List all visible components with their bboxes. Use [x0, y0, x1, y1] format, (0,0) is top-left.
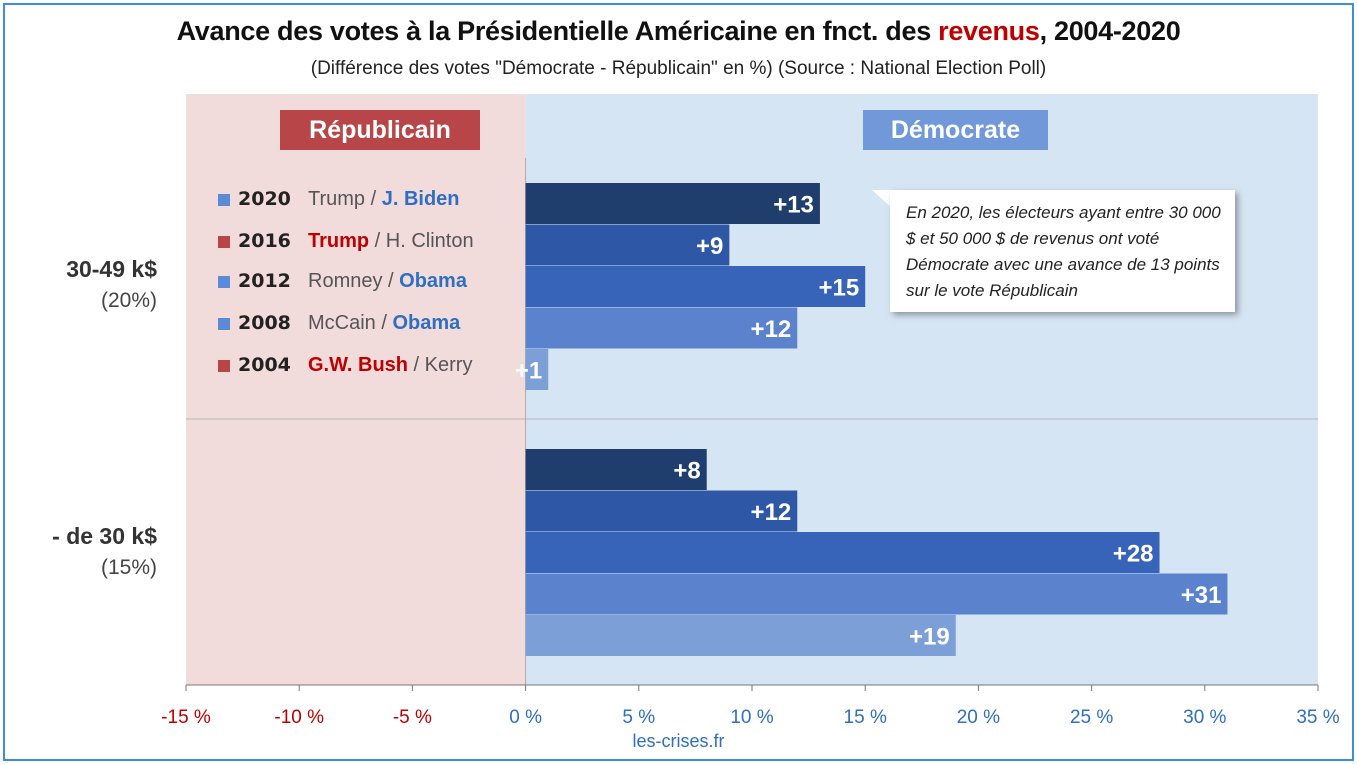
legend-year: 2008 — [238, 312, 291, 334]
legend-swatch — [218, 235, 230, 248]
legend-swatch — [218, 317, 230, 330]
bar-2004 — [525, 615, 956, 656]
legend-year: 2020 — [238, 188, 291, 210]
legend-rep: Trump — [308, 230, 370, 252]
data-label: +15 — [818, 275, 859, 302]
legend-rep: G.W. Bush — [308, 354, 408, 376]
bar-2004 — [525, 349, 549, 390]
chart-frame — [3, 3, 1354, 761]
data-label: +9 — [696, 233, 723, 260]
legend-item-2004: 2004 G.W. Bush / Kerry — [218, 354, 472, 382]
x-tick-label: 5 % — [622, 707, 655, 728]
republicain-badge: Républicain — [280, 110, 480, 150]
callout-pointer — [872, 190, 892, 208]
chart-title: Avance des votes à la Présidentielle Amé… — [176, 16, 1181, 46]
legend-rep: Romney — [308, 270, 383, 292]
data-label: +13 — [773, 192, 814, 219]
data-label: +8 — [673, 458, 700, 485]
bar-2008 — [525, 573, 1228, 615]
democrate-badge: Démocrate — [863, 110, 1048, 150]
bar-2020 — [525, 449, 707, 490]
legend-year: 2004 — [238, 354, 291, 376]
legend-dem: Obama — [392, 312, 461, 334]
x-tick-label: 0 % — [509, 707, 542, 728]
x-tick-label: 10 % — [730, 707, 773, 728]
legend-item-2008: 2008 McCain / Obama — [218, 312, 460, 340]
group-label-30-49: 30-49 k$ (20%) — [66, 256, 157, 313]
republicain-zone — [186, 94, 526, 685]
legend-dem: Obama — [399, 270, 467, 292]
legend-dem: H. Clinton — [385, 230, 474, 252]
x-tick-label: 30 % — [1183, 707, 1226, 728]
group-share-text: (15%) — [100, 556, 157, 579]
callout-annotation: En 2020, les électeurs ayant entre 30 00… — [890, 190, 1235, 312]
x-tick-label: 35 % — [1296, 707, 1339, 728]
x-tick-label: -15 % — [161, 707, 211, 728]
legend-item-2016: 2016 Trump / H. Clinton — [218, 230, 474, 258]
legend-rep: McCain — [308, 312, 376, 334]
group-label-text: - de 30 k$ — [52, 523, 157, 549]
legend-swatch — [218, 275, 230, 288]
data-label: +28 — [1113, 541, 1154, 568]
legend-item-2020: 2020 Trump / J. Biden — [218, 188, 460, 216]
legend-year: 2016 — [238, 230, 291, 252]
x-tick-label: -10 % — [274, 707, 324, 728]
data-label: +12 — [751, 316, 792, 343]
source-credit: les-crises.fr — [632, 731, 725, 751]
legend-year: 2012 — [238, 270, 291, 292]
data-label: +1 — [515, 358, 542, 385]
bar-2016 — [525, 224, 730, 266]
group-share-text: (20%) — [100, 289, 157, 312]
title-highlight: revenus — [938, 16, 1040, 46]
bar-2012 — [525, 532, 1160, 573]
bar-2012 — [525, 266, 866, 307]
x-tick-label: 20 % — [957, 707, 1000, 728]
group-label-under-30: - de 30 k$ (15%) — [52, 523, 157, 580]
legend-swatch — [218, 359, 230, 372]
legend-rep: Trump — [308, 188, 366, 210]
x-tick-label: -5 % — [393, 707, 432, 728]
data-label: +12 — [751, 499, 792, 526]
x-tick-label: 25 % — [1070, 707, 1113, 728]
legend-item-2012: 2012 Romney / Obama — [218, 270, 467, 298]
legend-dem: Kerry — [424, 354, 473, 376]
x-tick-label: 15 % — [844, 707, 887, 728]
legend-swatch — [218, 193, 230, 206]
data-label: +19 — [909, 624, 950, 651]
legend-dem: J. Biden — [381, 188, 460, 210]
bar-2016 — [525, 490, 798, 532]
chart-subtitle: (Différence des votes "Démocrate - Répub… — [310, 58, 1047, 79]
data-label: +31 — [1181, 582, 1222, 609]
bar-2020 — [525, 183, 820, 224]
group-label-text: 30-49 k$ — [66, 256, 157, 282]
bar-2008 — [525, 307, 798, 349]
